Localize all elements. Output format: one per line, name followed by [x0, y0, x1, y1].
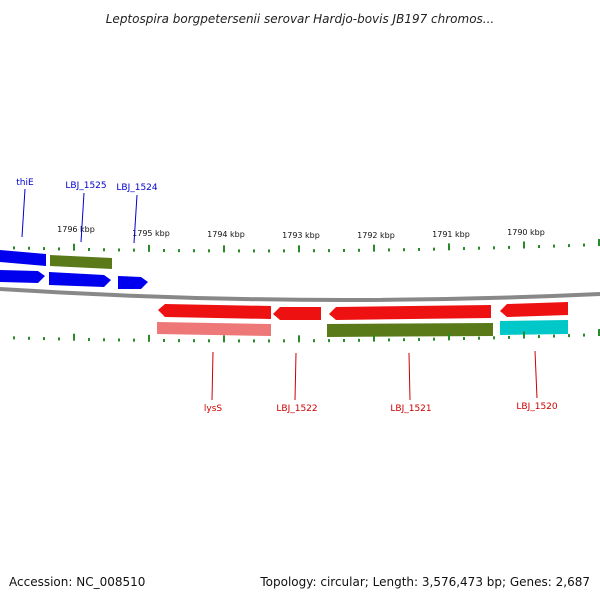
reverse-genes [157, 302, 568, 337]
gene-label-lbj1522[interactable]: LBJ_1522 [276, 404, 317, 414]
scale-label-1796: 1796 kbp [57, 225, 95, 234]
leader-lbj1522 [294, 352, 297, 401]
leader-lbj1521 [408, 352, 411, 401]
gene-lbj1522-feature[interactable] [273, 307, 321, 320]
forward-genes [0, 250, 148, 289]
scale-label-1791: 1791 kbp [432, 230, 470, 239]
leader-lbj1524 [133, 194, 138, 244]
scale-ticks-bottom [13, 329, 600, 343]
gene-label-lbj1524[interactable]: LBJ_1524 [116, 183, 158, 193]
accession-text: Accession: NC_008510 [9, 575, 145, 589]
leader-lysS [211, 351, 214, 401]
gene-labels-top [21, 188, 138, 244]
gene-label-lbj1525[interactable]: LBJ_1525 [65, 181, 106, 191]
gene-label-thiE[interactable]: thiE [16, 178, 34, 188]
gene-lysS-feature[interactable] [157, 322, 271, 336]
leader-thiE [21, 188, 26, 238]
gene-lbj1520-feature[interactable] [500, 302, 568, 317]
scale-ticks-top [13, 239, 600, 253]
gene-reverse-1-feature[interactable] [158, 304, 271, 319]
gene-label-lbj1521[interactable]: LBJ_1521 [390, 404, 431, 414]
gene-reverse-2-feature[interactable] [327, 323, 493, 337]
gene-labels-bottom [211, 350, 538, 401]
scale-label-1795: 1795 kbp [132, 229, 170, 238]
scale-label-1793: 1793 kbp [282, 231, 320, 240]
chromosome-backbone [0, 287, 600, 302]
gene-reverse-3-feature[interactable] [500, 320, 568, 335]
gene-forward-3-feature[interactable] [49, 272, 111, 287]
gene-lbj1525-feature[interactable] [50, 255, 112, 269]
map-title: Leptospira borgpetersenii serovar Hardjo… [106, 12, 495, 26]
gene-thiE-feature[interactable] [0, 250, 46, 266]
scale-label-1792: 1792 kbp [357, 231, 395, 240]
gene-lbj1524-feature[interactable] [118, 276, 148, 289]
leader-lbj1525 [80, 192, 85, 243]
gene-forward-2-feature[interactable] [0, 270, 45, 283]
scale-label-1794: 1794 kbp [207, 230, 245, 239]
gene-lbj1521-feature[interactable] [329, 305, 491, 320]
scale-labels: 1796 kbp 1795 kbp 1794 kbp 1793 kbp 1792… [57, 225, 545, 240]
scale-label-1790: 1790 kbp [507, 228, 545, 237]
topology-text: Topology: circular; Length: 3,576,473 bp… [259, 575, 590, 589]
leader-lbj1520 [534, 350, 538, 399]
gene-label-lysS[interactable]: lysS [204, 404, 223, 414]
gene-label-lbj1520[interactable]: LBJ_1520 [516, 402, 558, 412]
